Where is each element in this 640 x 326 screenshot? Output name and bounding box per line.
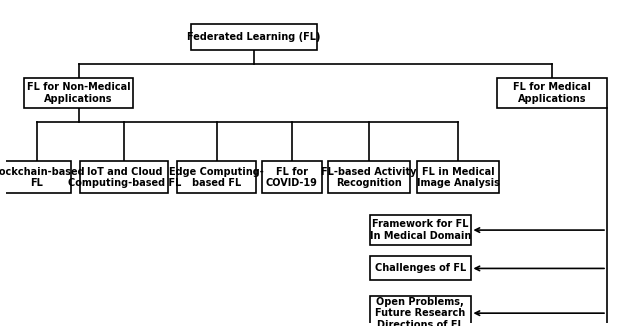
Text: Federated Learning (FL): Federated Learning (FL) [188,32,321,42]
FancyBboxPatch shape [370,257,470,280]
FancyBboxPatch shape [81,161,168,193]
Text: FL in Medical
Image Analysis: FL in Medical Image Analysis [417,167,499,188]
Text: FL for
COVID-19: FL for COVID-19 [266,167,317,188]
FancyBboxPatch shape [328,161,410,193]
FancyBboxPatch shape [497,78,607,108]
Text: Open Problems,
Future Research
Directions of FL: Open Problems, Future Research Direction… [375,297,465,326]
FancyBboxPatch shape [370,296,470,326]
FancyBboxPatch shape [2,161,71,193]
Text: Edge Computing-
based FL: Edge Computing- based FL [169,167,264,188]
Text: FL-based Activity
Recognition: FL-based Activity Recognition [321,167,417,188]
FancyBboxPatch shape [370,215,470,245]
Text: IoT and Cloud
Computing-based FL: IoT and Cloud Computing-based FL [68,167,181,188]
Text: Blockchain-based
FL: Blockchain-based FL [0,167,85,188]
FancyBboxPatch shape [417,161,499,193]
Text: FL for Medical
Applications: FL for Medical Applications [513,82,591,104]
Text: FL for Non-Medical
Applications: FL for Non-Medical Applications [27,82,131,104]
Text: Framework for FL
In Medical Domain: Framework for FL In Medical Domain [370,219,471,241]
FancyBboxPatch shape [191,24,317,50]
Text: Challenges of FL: Challenges of FL [375,263,466,274]
FancyBboxPatch shape [262,161,321,193]
FancyBboxPatch shape [24,78,133,108]
FancyBboxPatch shape [177,161,256,193]
